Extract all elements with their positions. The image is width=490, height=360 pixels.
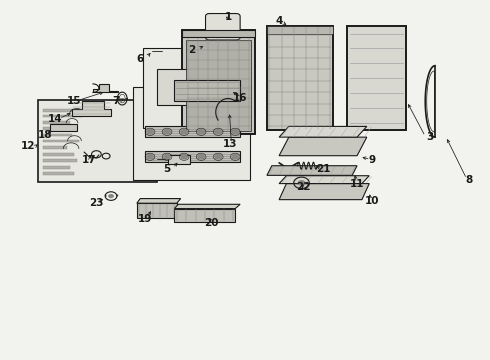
Text: 13: 13: [223, 139, 238, 149]
Text: 12: 12: [21, 141, 35, 151]
Circle shape: [214, 154, 222, 159]
Bar: [38, 100, 157, 182]
Polygon shape: [174, 204, 240, 208]
Text: 6: 6: [137, 54, 144, 64]
Text: 11: 11: [350, 179, 364, 189]
Circle shape: [180, 129, 188, 135]
Text: 4: 4: [275, 16, 283, 26]
Polygon shape: [182, 30, 255, 134]
Text: 22: 22: [296, 182, 311, 192]
Circle shape: [180, 154, 188, 159]
Text: 17: 17: [82, 156, 97, 165]
Polygon shape: [347, 26, 406, 130]
Polygon shape: [145, 152, 240, 162]
Circle shape: [163, 154, 171, 159]
Text: 15: 15: [67, 96, 82, 107]
Text: 5: 5: [164, 164, 171, 174]
Circle shape: [231, 129, 239, 135]
Text: 23: 23: [89, 198, 104, 208]
Circle shape: [214, 129, 222, 135]
Text: 1: 1: [224, 13, 232, 22]
Bar: [157, 69, 196, 105]
Bar: [43, 121, 70, 123]
Bar: [43, 140, 79, 143]
Polygon shape: [279, 137, 367, 156]
Bar: [43, 153, 74, 156]
Polygon shape: [174, 80, 240, 102]
Polygon shape: [93, 84, 118, 93]
Polygon shape: [72, 102, 111, 116]
Text: 2: 2: [188, 45, 195, 55]
Bar: [186, 40, 251, 131]
Bar: [43, 166, 70, 168]
Bar: [43, 127, 77, 130]
Bar: [168, 155, 190, 164]
Bar: [43, 172, 74, 175]
Text: 8: 8: [466, 175, 473, 185]
Polygon shape: [279, 184, 369, 200]
FancyBboxPatch shape: [205, 14, 240, 40]
Polygon shape: [279, 126, 367, 137]
Text: 16: 16: [233, 93, 247, 103]
Text: 3: 3: [426, 132, 434, 142]
Polygon shape: [267, 26, 333, 130]
Polygon shape: [267, 166, 357, 175]
Circle shape: [146, 129, 154, 135]
Text: 21: 21: [316, 164, 330, 174]
Text: 14: 14: [48, 114, 62, 124]
Polygon shape: [174, 208, 235, 222]
Bar: [43, 159, 77, 162]
Text: 7: 7: [112, 96, 120, 107]
Text: 18: 18: [38, 130, 52, 140]
Circle shape: [163, 129, 171, 135]
Bar: [43, 134, 72, 136]
Circle shape: [146, 154, 154, 159]
Bar: [43, 109, 74, 112]
Bar: [133, 87, 250, 180]
Text: 10: 10: [365, 197, 379, 206]
Circle shape: [197, 154, 205, 159]
Text: 19: 19: [138, 214, 152, 224]
Bar: [50, 124, 77, 131]
Circle shape: [197, 129, 205, 135]
Circle shape: [297, 180, 305, 186]
Circle shape: [108, 194, 114, 198]
Bar: [267, 26, 333, 33]
Text: 20: 20: [204, 218, 218, 228]
Text: 9: 9: [368, 156, 375, 165]
Polygon shape: [145, 126, 240, 137]
Circle shape: [231, 154, 239, 159]
Bar: [200, 41, 216, 47]
Polygon shape: [137, 199, 181, 203]
Bar: [43, 114, 82, 117]
Polygon shape: [279, 176, 369, 184]
Polygon shape: [143, 48, 211, 128]
Bar: [43, 146, 67, 149]
Bar: [182, 30, 255, 37]
Polygon shape: [137, 203, 177, 217]
